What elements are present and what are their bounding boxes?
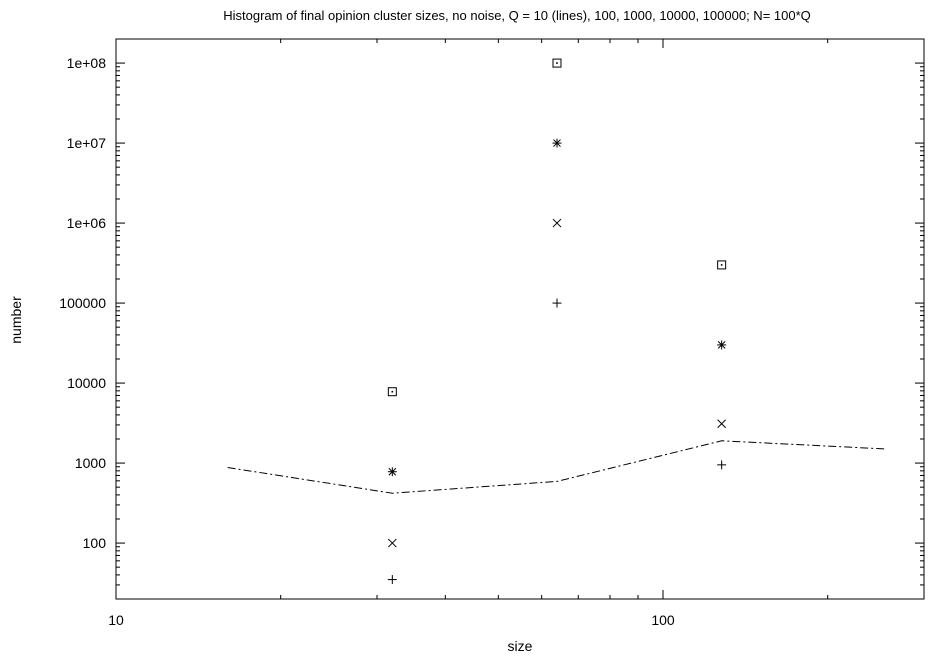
series-line [227,440,887,494]
data-point-star [387,467,397,477]
y-tick-label: 1e+06 [67,215,107,231]
x-axis-label: size [508,638,533,654]
data-point-cross [717,419,727,429]
data-series [227,58,887,585]
chart-title: Histogram of final opinion cluster sizes… [223,8,811,23]
plot-frame [115,38,925,600]
data-point-plus [552,298,562,308]
data-point-cross [552,218,562,228]
data-point-star [717,340,727,350]
x-axis: 10 100 [108,39,925,628]
y-tick-label: 1000 [75,455,106,471]
x-tick-label: 100 [651,612,675,628]
y-tick-label: 1e+07 [67,135,107,151]
data-point-dotted-square [387,387,397,397]
y-tick-label: 100000 [59,295,106,311]
data-point-dotted-square [717,260,727,270]
data-point-plus [717,460,727,470]
y-axis-label: number [8,296,24,344]
x-tick-label: 10 [108,612,124,628]
data-point-cross [387,538,397,548]
y-axis: 100 1000 10000 100000 1e+06 1e+07 1e+08 [59,38,924,600]
y-tick-label: 1e+08 [67,55,107,71]
y-tick-label: 10000 [67,375,106,391]
data-point-dotted-square [552,58,562,68]
data-point-star [552,138,562,148]
data-point-plus [387,575,397,585]
y-tick-label: 100 [83,535,107,551]
